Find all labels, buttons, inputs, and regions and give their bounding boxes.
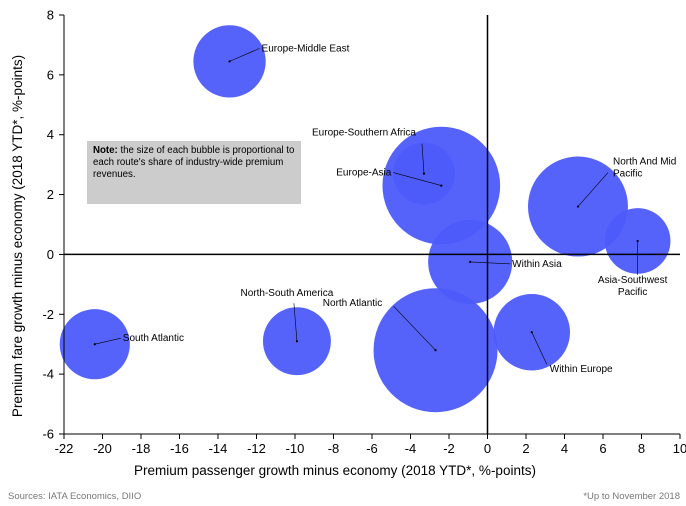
bubble-label-line1-3: North And Mid xyxy=(613,157,676,168)
bubble-label-6: North-South America xyxy=(241,288,334,299)
x-tick-label-7: -8 xyxy=(328,441,340,456)
bubble-label-1: Europe-Southern Africa xyxy=(312,128,416,139)
leader-line-5 xyxy=(470,261,511,265)
y-tick-label-6: 6 xyxy=(47,67,54,82)
y-tick-label-4: 2 xyxy=(47,187,54,202)
y-tick-label-1: -4 xyxy=(42,367,54,382)
bubble-center-dot-4 xyxy=(636,239,639,243)
footnote: *Up to November 2018 xyxy=(583,491,680,502)
bubble-labels-layer: Europe-Middle East Europe-Southern Africa… xyxy=(123,43,677,375)
x-tick-label-14: 6 xyxy=(599,441,606,456)
bubble-label-4: Asia-Southwest Pacific xyxy=(598,275,668,298)
bubble-label-9: Within Europe xyxy=(550,364,613,375)
y-tick-label-7: 8 xyxy=(47,8,54,23)
note-box: Note: the size of each bubble is proport… xyxy=(87,141,301,204)
note-text: the size of each bubble is proportional … xyxy=(93,145,295,180)
leader-line-6 xyxy=(293,303,298,342)
bubble-label-line2-3: Pacific xyxy=(613,169,642,180)
bubble-label-5: Within Asia xyxy=(512,259,562,270)
leader-line-1 xyxy=(421,143,425,174)
bubbles-layer xyxy=(59,25,671,413)
x-tick-label-8: -6 xyxy=(366,441,378,456)
bubble-label-0: Europe-Middle East xyxy=(262,43,350,54)
x-tick-label-15: 8 xyxy=(638,441,645,456)
x-tick-label-4: -14 xyxy=(209,441,228,456)
leader-line-0 xyxy=(229,48,260,62)
x-tick-label-5: -12 xyxy=(247,441,266,456)
x-axis-title: Premium passenger growth minus economy (… xyxy=(134,463,536,478)
y-tick-label-5: 4 xyxy=(47,127,54,142)
x-tick-label-9: -4 xyxy=(405,441,417,456)
x-tick-label-11: 0 xyxy=(484,441,491,456)
leader-line-7 xyxy=(393,305,436,351)
bubble-label-2: Europe-Asia xyxy=(336,168,391,179)
y-tick-label-3: 0 xyxy=(47,247,54,262)
axes-layer: -22 -20 -18 -16 -14 -12 -10 -8 -6 -4 -2 0 2 4 6 8 10-6-4… xyxy=(42,8,686,457)
x-tick-label-10: -2 xyxy=(443,441,455,456)
x-tick-label-0: -22 xyxy=(55,441,74,456)
note-bold-label: Note: xyxy=(93,145,118,156)
bubble-label-7: North Atlantic xyxy=(323,298,382,309)
x-tick-label-2: -18 xyxy=(132,441,151,456)
leader-line-2 xyxy=(393,172,442,186)
bubble-label-line2-4: Pacific xyxy=(618,287,647,298)
x-tick-label-3: -16 xyxy=(170,441,189,456)
sources-footer: Sources: IATA Economics, DIIO xyxy=(8,491,142,502)
bubble-label-3: North And Mid Pacific xyxy=(613,157,676,180)
x-tick-label-6: -10 xyxy=(286,441,305,456)
x-tick-label-13: 4 xyxy=(561,441,568,456)
x-tick-label-16: 10 xyxy=(673,441,686,456)
x-tick-label-1: -20 xyxy=(93,441,112,456)
y-tick-label-0: -6 xyxy=(42,427,54,442)
y-axis-title: Premium fare growth minus economy (2018 … xyxy=(10,55,25,417)
leader-line-9 xyxy=(531,332,548,365)
leader-line-3 xyxy=(577,172,609,207)
leader-line-8 xyxy=(94,337,121,345)
bubble-center-dot-0 xyxy=(228,60,231,63)
y-tick-label-2: -2 xyxy=(42,307,54,322)
x-tick-label-12: 2 xyxy=(522,441,529,456)
leader-lines-layer xyxy=(93,48,639,365)
bubble-label-line1-4: Asia-Southwest xyxy=(598,275,668,286)
bubble-label-8: South Atlantic xyxy=(123,333,184,344)
